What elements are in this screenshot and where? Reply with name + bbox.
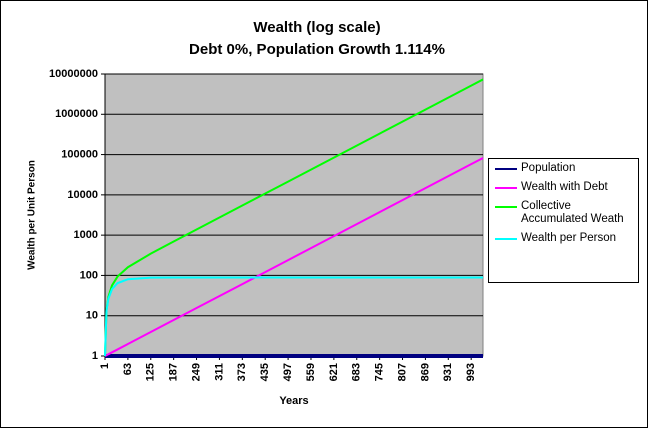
plot-area	[104, 73, 484, 357]
series-line	[104, 157, 484, 357]
legend-label: Wealth per Person	[521, 232, 617, 244]
x-tick-label: 435	[259, 363, 271, 381]
legend-label: Population	[521, 162, 576, 174]
x-tick-label: 683	[351, 363, 363, 381]
x-tick-label: 311	[213, 363, 225, 381]
chart-subtitle: Debt 0%, Population Growth 1.114%	[189, 41, 445, 58]
legend-label: Wealth with Debt	[521, 181, 608, 193]
legend-item: Wealth with Debt	[489, 181, 638, 194]
y-tick-label: 100	[80, 269, 98, 281]
x-tick-label: 745	[374, 363, 386, 381]
legend: Population Wealth with Debt Collective Acc…	[488, 158, 639, 283]
y-tick-label: 10000	[67, 189, 98, 201]
legend-item: Collective Accumulated Weath	[489, 200, 638, 226]
legend-item: Wealth per Person	[489, 232, 638, 245]
y-tick-label: 1000	[74, 229, 98, 241]
legend-swatch	[495, 187, 517, 189]
x-tick-label: 993	[465, 363, 477, 381]
legend-label: Collective Accumulated Weath	[521, 200, 624, 225]
x-tick-label: 187	[168, 363, 180, 381]
x-tick-label: 621	[328, 363, 340, 381]
legend-swatch	[495, 238, 517, 240]
x-tick-label: 497	[282, 363, 294, 381]
x-axis-label: Years	[279, 395, 308, 407]
x-tick-label: 373	[236, 363, 248, 381]
x-tick-label: 125	[145, 363, 157, 381]
y-axis-label: Wealth per Unit Person	[27, 160, 38, 270]
chart-title: Wealth (log scale)	[253, 19, 380, 36]
y-tick-label: 1000000	[55, 108, 98, 120]
x-tick-label: 63	[122, 363, 134, 375]
legend-item: Population	[489, 162, 638, 175]
y-tick-label: 1	[92, 350, 98, 362]
x-tick-label: 559	[305, 363, 317, 381]
y-tick-label: 10000000	[49, 68, 98, 80]
x-tick-label: 931	[442, 363, 454, 381]
x-tick-label: 249	[190, 363, 202, 381]
legend-swatch	[495, 168, 517, 170]
series-line	[104, 276, 483, 357]
y-tick-label: 10	[86, 310, 98, 322]
legend-swatch	[495, 206, 517, 208]
x-tick-label: 807	[396, 363, 408, 381]
x-tick-label: 869	[419, 363, 431, 381]
x-tick-label: 1	[99, 363, 111, 369]
y-tick-label: 100000	[61, 148, 98, 160]
